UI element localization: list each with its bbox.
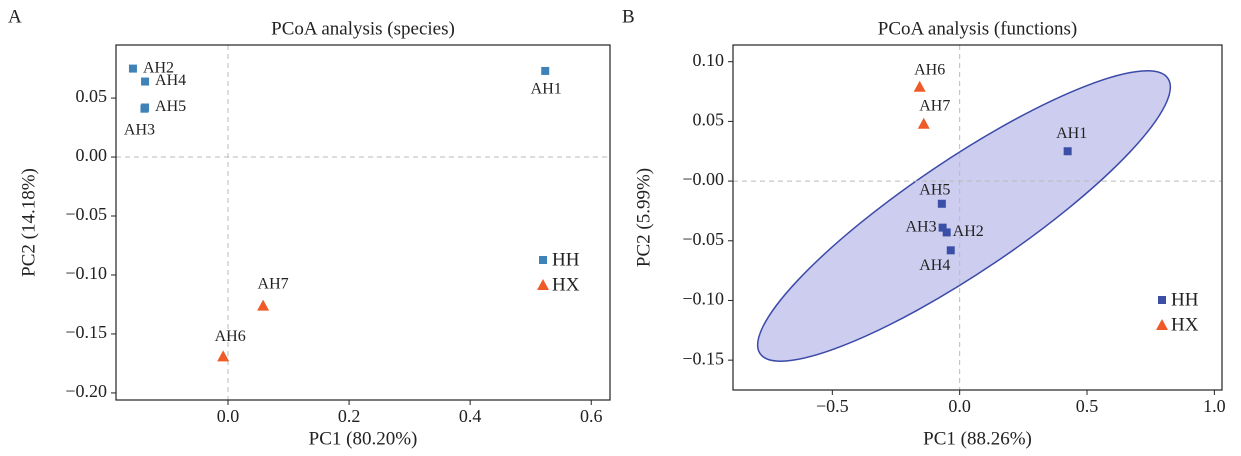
legend-marker bbox=[539, 256, 547, 264]
point bbox=[937, 199, 946, 208]
point-label: AH2 bbox=[143, 59, 174, 76]
legend-marker bbox=[1158, 296, 1166, 304]
x-axis-label: PC1 (88.26%) bbox=[923, 428, 1032, 449]
legend-label: HX bbox=[1171, 314, 1199, 335]
point-label: AH5 bbox=[919, 181, 950, 198]
point bbox=[257, 299, 270, 311]
y-tick-label: −0.10 bbox=[65, 263, 107, 283]
y-tick-label: 0.05 bbox=[693, 110, 725, 130]
point-label: AH3 bbox=[124, 121, 155, 138]
x-tick-label: 0.5 bbox=[1076, 396, 1099, 416]
x-tick-label: 0.6 bbox=[580, 406, 603, 426]
panel-label: B bbox=[622, 6, 635, 27]
confidence-ellipse bbox=[756, 70, 1172, 362]
point-label: AH3 bbox=[905, 218, 936, 235]
y-tick-label: −0.15 bbox=[65, 322, 107, 342]
y-tick-label: −0.05 bbox=[65, 204, 107, 224]
y-tick-label: −0.15 bbox=[682, 348, 724, 368]
point bbox=[1063, 147, 1072, 156]
point-label: AH5 bbox=[155, 98, 186, 115]
legend-label: HX bbox=[552, 274, 580, 295]
point bbox=[917, 117, 930, 129]
point bbox=[541, 66, 550, 75]
legend-marker bbox=[537, 279, 549, 290]
point-label: AH1 bbox=[1056, 125, 1087, 142]
y-axis-label: PC2 (5.99%) bbox=[633, 168, 654, 267]
y-tick-label: −0.00 bbox=[682, 169, 724, 189]
legend-label: HH bbox=[552, 249, 580, 270]
panel-label: A bbox=[8, 6, 22, 27]
y-tick-label: 0.10 bbox=[693, 50, 725, 70]
legend-label: HH bbox=[1171, 289, 1199, 310]
point-label: AH6 bbox=[914, 61, 945, 78]
chart-title: PCoA analysis (species) bbox=[271, 18, 455, 39]
x-tick-label: 0.2 bbox=[338, 406, 361, 426]
point bbox=[938, 223, 947, 232]
legend-marker bbox=[1156, 319, 1168, 330]
point bbox=[217, 350, 230, 362]
y-tick-label: −0.20 bbox=[65, 381, 107, 401]
point-label: AH4 bbox=[155, 72, 186, 89]
point-label: AH6 bbox=[215, 328, 246, 345]
point-label: AH7 bbox=[258, 275, 289, 292]
x-tick-label: 0.0 bbox=[948, 396, 971, 416]
x-tick-label: 0.4 bbox=[459, 406, 482, 426]
plot-frame bbox=[115, 44, 611, 401]
point-label: AH4 bbox=[919, 257, 950, 274]
y-tick-label: 0.05 bbox=[76, 86, 108, 106]
point bbox=[141, 103, 150, 112]
x-tick-label: 1.0 bbox=[1203, 396, 1226, 416]
y-tick-label: −0.05 bbox=[682, 229, 724, 249]
point bbox=[946, 246, 955, 255]
chart-title: PCoA analysis (functions) bbox=[878, 18, 1078, 39]
y-axis-label: PC2 (14.18%) bbox=[18, 168, 39, 277]
y-tick-label: 0.00 bbox=[76, 145, 108, 165]
x-tick-label: −0.5 bbox=[816, 396, 849, 416]
point-label: AH1 bbox=[531, 81, 562, 98]
point bbox=[913, 80, 926, 92]
point bbox=[141, 77, 150, 86]
plot-frame bbox=[732, 44, 1223, 391]
point bbox=[942, 228, 951, 237]
x-axis-label: PC1 (80.20%) bbox=[309, 428, 418, 449]
point bbox=[128, 64, 137, 73]
y-tick-label: −0.10 bbox=[682, 289, 724, 309]
x-tick-label: 0.0 bbox=[217, 406, 240, 426]
point-label: AH2 bbox=[953, 223, 984, 240]
point-label: AH7 bbox=[919, 97, 950, 114]
